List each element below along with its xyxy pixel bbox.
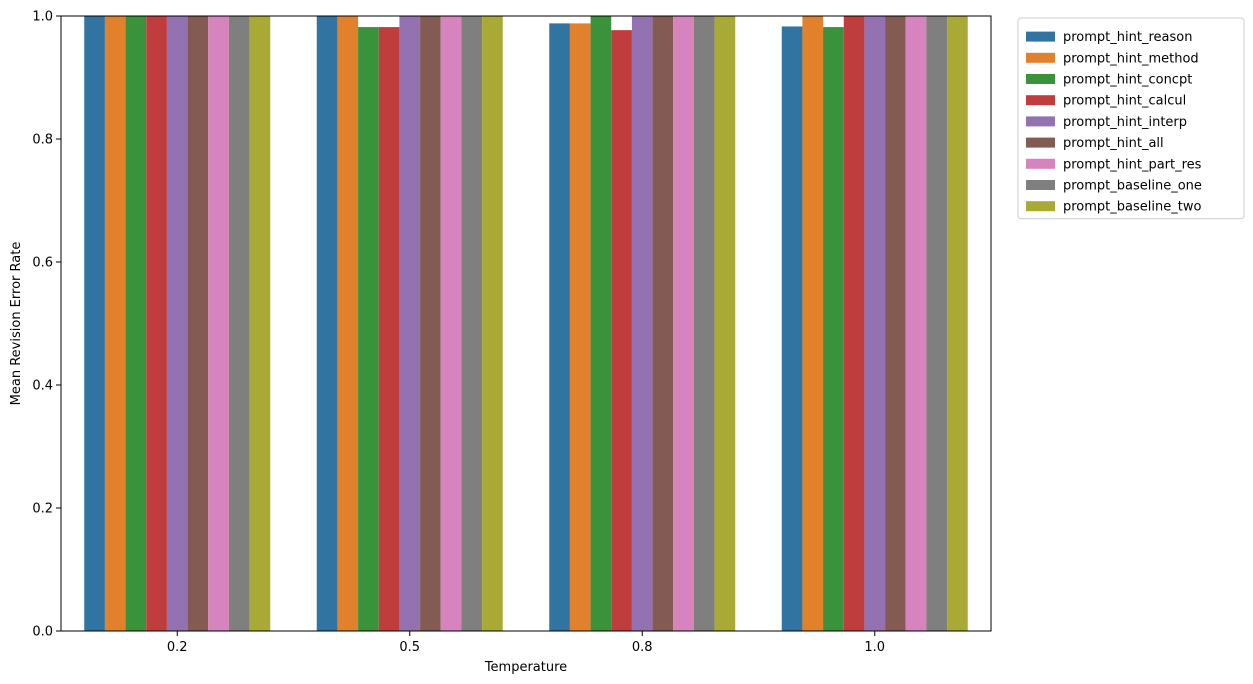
y-tick-label: 0.2 bbox=[32, 502, 53, 517]
bar-prompt_hint_all-0.8 bbox=[652, 16, 674, 631]
legend-label: prompt_baseline_two bbox=[1063, 200, 1201, 215]
legend-swatch bbox=[1026, 74, 1055, 84]
bar-prompt_baseline_one-0.5 bbox=[461, 16, 483, 631]
y-tick-label: 0.0 bbox=[32, 625, 53, 640]
legend-label: prompt_hint_calcul bbox=[1063, 94, 1186, 109]
legend-swatch bbox=[1026, 180, 1055, 190]
bar-prompt_baseline_two-0.5 bbox=[482, 16, 503, 631]
legend-swatch bbox=[1026, 116, 1055, 127]
bar-prompt_hint_concpt-1.0 bbox=[823, 27, 844, 631]
bar-prompt_hint_method-0.5 bbox=[337, 16, 359, 631]
x-tick-label: 0.5 bbox=[399, 640, 420, 655]
bar-prompt_hint_reason-0.8 bbox=[549, 23, 570, 631]
bar-prompt_baseline_two-0.2 bbox=[249, 16, 271, 631]
legend-swatch bbox=[1026, 95, 1055, 106]
bar-prompt_hint_part_res-0.8 bbox=[673, 16, 694, 631]
legend-label: prompt_hint_concpt bbox=[1063, 73, 1192, 88]
legend-label: prompt_baseline_one bbox=[1063, 179, 1202, 194]
bar-prompt_hint_method-0.8 bbox=[569, 23, 591, 631]
legend-label: prompt_hint_interp bbox=[1063, 115, 1187, 130]
y-axis-label: Mean Revision Error Rate bbox=[9, 242, 24, 406]
bar-prompt_hint_interp-0.8 bbox=[631, 16, 653, 631]
bar-prompt_hint_calcul-0.2 bbox=[146, 16, 167, 631]
x-tick-label: 1.0 bbox=[864, 640, 885, 655]
x-tick-label: 0.8 bbox=[632, 640, 653, 655]
y-tick-label: 1.0 bbox=[32, 10, 53, 25]
y-tick-label: 0.6 bbox=[32, 256, 53, 271]
bar-prompt_hint_concpt-0.2 bbox=[125, 16, 147, 631]
bar-prompt_baseline_one-1.0 bbox=[926, 16, 948, 631]
plot-frame bbox=[60, 15, 992, 632]
legend-swatch bbox=[1026, 201, 1055, 212]
bar-prompt_hint_all-0.5 bbox=[420, 16, 441, 631]
legend-swatch bbox=[1026, 31, 1055, 42]
bar-prompt_hint_part_res-1.0 bbox=[905, 16, 927, 631]
bar-prompt_hint_concpt-0.8 bbox=[590, 16, 612, 631]
y-tick-label: 0.8 bbox=[32, 133, 53, 148]
legend-swatch bbox=[1026, 52, 1055, 63]
bar-prompt_hint_interp-0.2 bbox=[166, 16, 188, 631]
axes-layer: 0.0 0.2 0.4 0.6 0.8 1.0 0.2 0.5 0.8 1.0 bbox=[32, 10, 992, 655]
legend-box bbox=[1017, 17, 1245, 220]
legend-label: prompt_hint_reason bbox=[1063, 30, 1192, 45]
bar-prompt_hint_calcul-1.0 bbox=[843, 16, 865, 631]
legend-label: prompt_hint_all bbox=[1063, 136, 1164, 151]
legend: prompt_hint_reason prompt_hint_methodprom… bbox=[1017, 17, 1245, 220]
bar-prompt_hint_reason-1.0 bbox=[781, 26, 803, 631]
bar-prompt_hint_concpt-0.5 bbox=[358, 27, 379, 631]
x-axis-label: Temperature bbox=[484, 660, 567, 675]
bar-prompt_hint_method-0.2 bbox=[104, 16, 126, 631]
bar-prompt_baseline_two-1.0 bbox=[947, 16, 968, 631]
bar-prompt_hint_reason-0.2 bbox=[84, 16, 105, 631]
bar-prompt_hint_interp-0.5 bbox=[399, 16, 421, 631]
bar-prompt_hint_all-1.0 bbox=[885, 16, 906, 631]
bar-prompt_baseline_two-0.8 bbox=[714, 16, 736, 631]
bar-prompt_hint_method-1.0 bbox=[802, 16, 824, 631]
bar-prompt_baseline_one-0.8 bbox=[693, 16, 715, 631]
bar-prompt_hint_all-0.2 bbox=[187, 16, 209, 631]
bar-prompt_baseline_one-0.2 bbox=[228, 16, 250, 631]
legend-swatch bbox=[1026, 158, 1055, 169]
bar-prompt_hint_part_res-0.5 bbox=[440, 16, 462, 631]
legend-label: prompt_hint_part_res bbox=[1063, 157, 1202, 172]
bar-prompt_hint_part_res-0.2 bbox=[208, 16, 229, 631]
x-tick-label: 0.2 bbox=[167, 640, 188, 655]
bars-layer bbox=[84, 16, 968, 631]
legend-label: prompt_hint_method bbox=[1063, 51, 1199, 66]
y-tick-label: 0.4 bbox=[32, 379, 53, 394]
bar-prompt_hint_reason-0.5 bbox=[316, 16, 338, 631]
bar-prompt_hint_calcul-0.8 bbox=[611, 30, 632, 631]
legend-swatch bbox=[1026, 137, 1055, 148]
bar-prompt_hint_calcul-0.5 bbox=[378, 27, 400, 631]
bar-prompt_hint_interp-1.0 bbox=[864, 16, 886, 631]
